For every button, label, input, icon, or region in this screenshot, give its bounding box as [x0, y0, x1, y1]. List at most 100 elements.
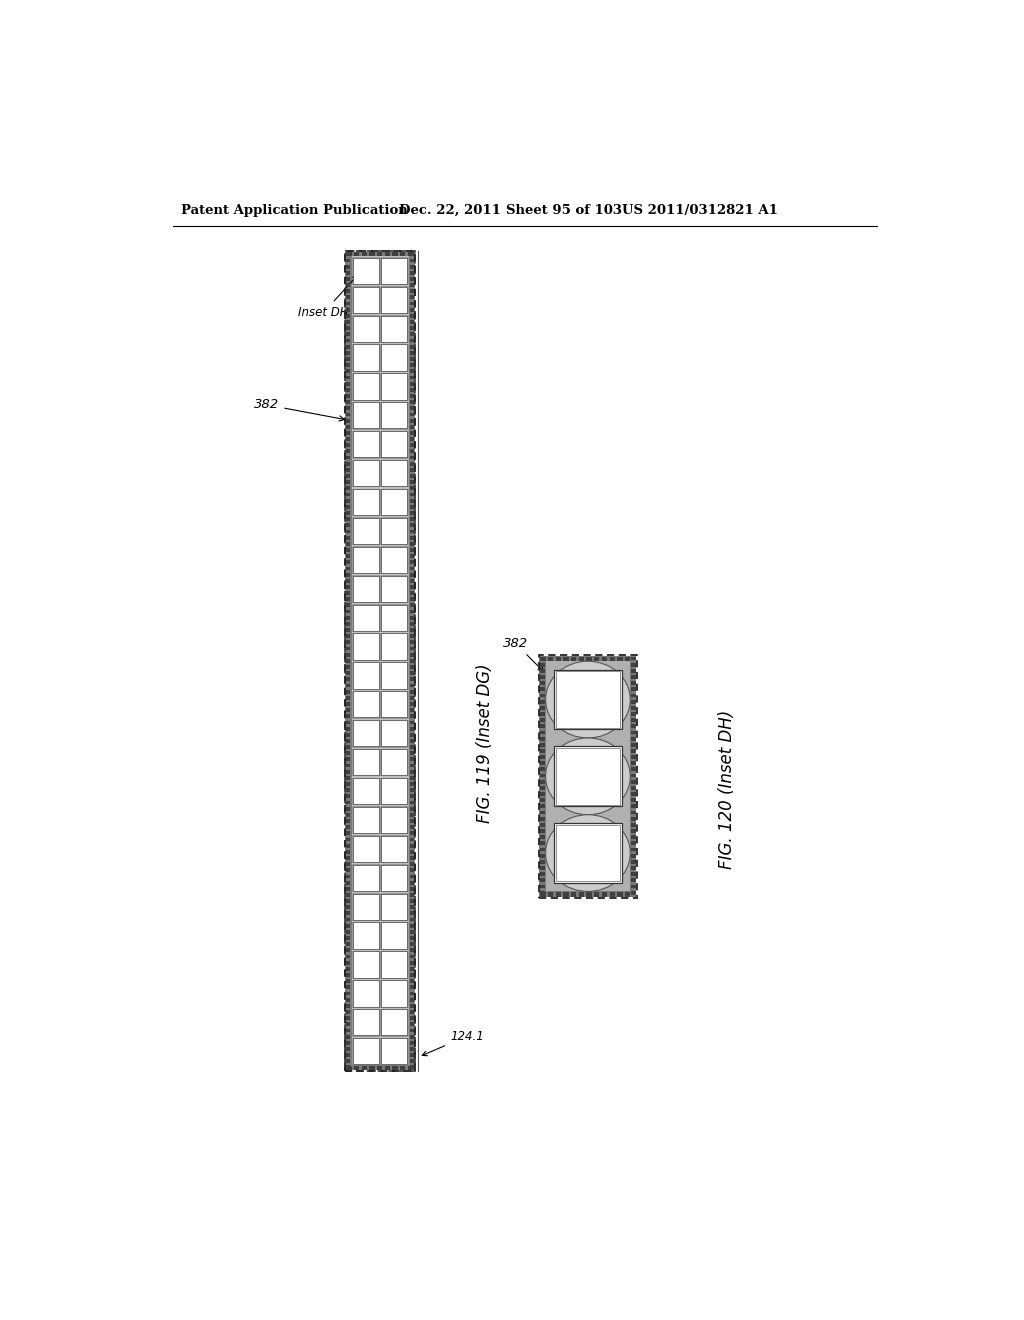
Bar	[351, 634, 409, 661]
Bar	[346, 381, 350, 385]
Bar	[410, 869, 415, 873]
Bar	[346, 832, 350, 836]
Bar	[351, 979, 409, 1007]
Bar	[548, 656, 553, 661]
Bar	[410, 289, 415, 293]
Bar	[410, 714, 415, 718]
Bar	[410, 284, 415, 286]
Bar	[346, 289, 350, 293]
Bar	[346, 321, 350, 323]
Bar	[346, 684, 350, 688]
Text: Dec. 22, 2011: Dec. 22, 2011	[398, 205, 501, 218]
Bar	[400, 1067, 406, 1071]
Bar	[410, 942, 415, 946]
Bar	[410, 432, 415, 434]
Bar	[346, 776, 350, 780]
Bar	[352, 777, 379, 804]
Bar	[346, 585, 350, 589]
Bar	[410, 807, 415, 810]
Bar	[351, 257, 409, 285]
Bar	[346, 277, 350, 281]
Bar	[410, 523, 415, 527]
Bar	[346, 603, 350, 607]
Bar	[346, 671, 350, 675]
Bar	[346, 961, 350, 965]
Bar	[631, 829, 636, 833]
Bar	[352, 546, 379, 573]
Bar	[410, 899, 415, 903]
Bar	[410, 857, 415, 859]
Bar	[410, 395, 415, 397]
Bar	[548, 892, 553, 896]
Bar	[351, 923, 409, 950]
Bar	[346, 370, 350, 374]
Bar	[410, 622, 415, 626]
Bar	[410, 351, 415, 355]
Bar	[625, 656, 631, 661]
Bar	[631, 878, 636, 882]
Bar	[346, 991, 350, 995]
Bar	[381, 432, 408, 457]
Bar	[351, 286, 409, 314]
Bar	[346, 758, 350, 762]
Bar	[346, 899, 350, 903]
Bar	[602, 656, 607, 661]
Bar	[346, 1010, 350, 1014]
Bar	[587, 892, 592, 896]
Bar	[410, 326, 415, 330]
Bar	[410, 726, 415, 730]
Bar	[346, 640, 350, 644]
Bar	[563, 656, 568, 661]
Bar	[352, 807, 379, 833]
Bar	[410, 444, 415, 447]
Bar	[540, 841, 545, 845]
Bar	[410, 560, 415, 564]
Bar	[352, 345, 379, 371]
Bar	[540, 792, 545, 796]
Bar	[352, 981, 379, 1006]
Bar	[410, 548, 415, 552]
Bar	[351, 345, 409, 372]
Bar	[346, 1028, 350, 1032]
Bar	[410, 376, 415, 379]
Bar	[410, 991, 415, 995]
Bar	[541, 656, 546, 661]
Bar	[346, 400, 350, 404]
Bar	[346, 308, 350, 312]
Bar	[346, 302, 350, 305]
Bar	[410, 1028, 415, 1032]
Bar	[609, 892, 614, 896]
Bar	[346, 407, 350, 411]
Bar	[410, 966, 415, 970]
Bar	[346, 418, 350, 422]
Bar	[385, 1067, 390, 1071]
Bar	[346, 259, 350, 263]
Bar	[410, 1035, 415, 1039]
Bar	[631, 836, 636, 840]
Bar	[381, 315, 408, 342]
Bar	[410, 911, 415, 915]
Bar	[346, 284, 350, 286]
Bar	[352, 634, 379, 660]
Bar	[346, 906, 350, 909]
Bar	[346, 573, 350, 577]
Bar	[346, 635, 350, 638]
Bar	[410, 1022, 415, 1026]
Bar	[351, 836, 409, 863]
Bar	[346, 265, 350, 268]
Bar	[540, 866, 545, 870]
Bar	[352, 576, 379, 602]
Bar	[351, 690, 409, 718]
Bar	[346, 492, 350, 496]
Bar	[540, 688, 545, 692]
Bar	[346, 432, 350, 434]
Bar	[346, 998, 350, 1002]
Bar	[351, 950, 409, 978]
Bar	[579, 892, 584, 896]
Bar	[346, 985, 350, 989]
Bar	[410, 1059, 415, 1063]
Bar	[354, 1067, 359, 1071]
Bar	[631, 755, 636, 759]
Bar	[556, 825, 621, 882]
Bar	[346, 486, 350, 490]
